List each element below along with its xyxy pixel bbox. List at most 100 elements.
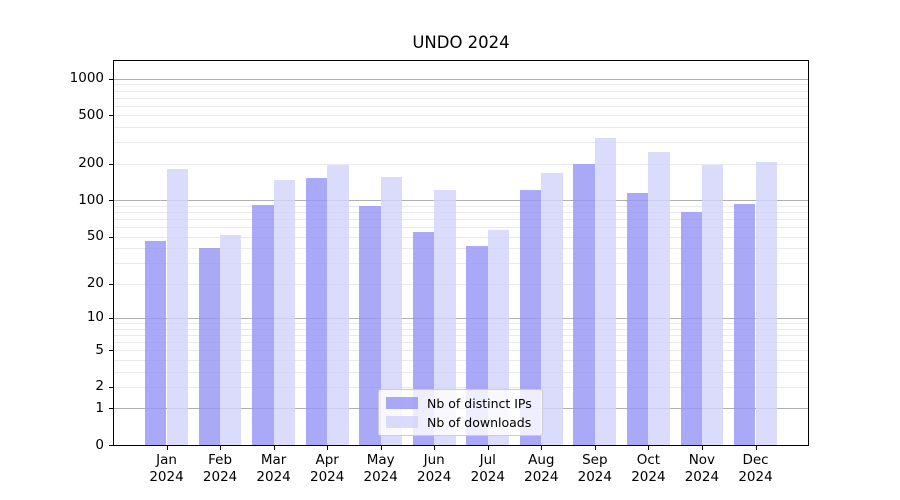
x-tick-label: May 2024 bbox=[363, 452, 398, 485]
bar-may-downloads bbox=[380, 176, 403, 445]
gridline-minor bbox=[114, 359, 808, 361]
gridline-minor bbox=[114, 236, 808, 238]
gridline-minor bbox=[114, 127, 808, 129]
y-tick bbox=[109, 445, 113, 446]
y-tick bbox=[109, 200, 113, 202]
y-tick-label: 20 bbox=[86, 275, 104, 292]
x-tick-label: Feb 2024 bbox=[202, 452, 238, 485]
gridline-minor bbox=[114, 219, 808, 220]
x-tick bbox=[220, 446, 222, 450]
x-tick-label: Jul 2024 bbox=[470, 452, 505, 485]
gridline-minor bbox=[114, 90, 808, 92]
y-tick-label: 1000 bbox=[69, 70, 104, 87]
x-tick-label: Mar 2024 bbox=[256, 452, 291, 485]
y-tick-label: 1 bbox=[95, 399, 104, 416]
gridline-minor bbox=[114, 283, 808, 285]
y-tick-label: 100 bbox=[78, 191, 104, 208]
y-tick bbox=[109, 163, 113, 165]
x-tick-label: Oct 2024 bbox=[631, 452, 666, 485]
y-tick-label: 0 bbox=[95, 436, 104, 453]
legend-label-downloads: Nb of downloads bbox=[427, 414, 532, 430]
y-tick bbox=[109, 78, 113, 80]
x-tick-label: Aug 2024 bbox=[524, 452, 559, 485]
gridline-minor bbox=[114, 105, 808, 107]
x-tick-label: Apr 2024 bbox=[310, 452, 345, 485]
x-tick-label: Dec 2024 bbox=[738, 452, 773, 485]
x-tick bbox=[273, 446, 275, 450]
bar-aug-distinct-ips bbox=[519, 190, 542, 445]
bar-jun-downloads bbox=[434, 189, 456, 445]
bar-oct-downloads bbox=[648, 152, 670, 445]
y-tick bbox=[109, 408, 113, 410]
x-tick bbox=[434, 446, 436, 450]
bar-nov-distinct-ips bbox=[680, 212, 702, 445]
y-tick-label: 2 bbox=[95, 378, 104, 395]
bar-nov-downloads bbox=[701, 164, 724, 445]
gridline-minor bbox=[114, 334, 808, 336]
x-tick bbox=[594, 446, 596, 450]
gridline-minor bbox=[114, 248, 808, 250]
gridline-minor bbox=[114, 115, 808, 117]
chart-title: UNDO 2024 bbox=[412, 33, 510, 52]
bar-mar-downloads bbox=[273, 179, 295, 445]
legend-label-ips: Nb of distinct IPs bbox=[427, 395, 532, 411]
y-tick-label: 500 bbox=[78, 106, 104, 123]
gridline-minor bbox=[114, 163, 808, 165]
gridline-minor bbox=[114, 227, 808, 228]
x-tick-label: Nov 2024 bbox=[684, 452, 720, 485]
gridline-minor bbox=[114, 262, 808, 264]
gridline-minor bbox=[114, 322, 808, 324]
legend: Nb of distinct IPs Nb of downloads bbox=[378, 389, 543, 436]
bar-sep-distinct-ips bbox=[573, 164, 595, 445]
x-tick-label: Sep 2024 bbox=[577, 452, 612, 485]
gridline-minor bbox=[114, 205, 808, 207]
x-tick bbox=[701, 446, 703, 450]
gridline-major bbox=[114, 317, 808, 319]
bar-sep-downloads bbox=[594, 137, 617, 445]
y-tick bbox=[109, 386, 113, 388]
gridline-minor bbox=[114, 341, 808, 343]
bar-feb-distinct-ips bbox=[198, 248, 221, 445]
gridline-minor bbox=[114, 386, 808, 388]
y-tick bbox=[109, 350, 113, 351]
x-tick bbox=[327, 446, 329, 450]
x-tick bbox=[487, 446, 489, 450]
x-tick bbox=[166, 446, 168, 450]
legend-swatch-ips bbox=[386, 397, 418, 409]
bar-mar-distinct-ips bbox=[252, 204, 274, 445]
legend-swatch-downloads bbox=[386, 416, 418, 428]
gridline-minor bbox=[114, 97, 808, 99]
bar-dec-distinct-ips bbox=[734, 203, 756, 445]
y-tick bbox=[109, 236, 113, 238]
gridline-major bbox=[114, 200, 808, 202]
y-tick bbox=[109, 317, 113, 319]
y-tick bbox=[109, 283, 113, 285]
gridline-minor bbox=[114, 84, 808, 86]
bar-jan-downloads bbox=[166, 168, 188, 445]
legend-row-ips: Nb of distinct IPs bbox=[386, 396, 535, 411]
x-tick bbox=[648, 446, 650, 450]
bar-feb-downloads bbox=[220, 234, 242, 445]
bar-oct-distinct-ips bbox=[627, 193, 649, 445]
gridline-minor bbox=[114, 142, 808, 144]
bar-apr-downloads bbox=[327, 164, 349, 445]
gridline-minor bbox=[114, 328, 808, 330]
legend-row-downloads: Nb of downloads bbox=[386, 415, 535, 430]
y-tick-label: 10 bbox=[86, 309, 104, 326]
bar-apr-distinct-ips bbox=[305, 178, 328, 445]
gridline-minor bbox=[114, 212, 808, 213]
bar-aug-downloads bbox=[541, 173, 563, 445]
x-tick bbox=[380, 446, 382, 450]
y-tick-label: 5 bbox=[95, 341, 104, 358]
y-tick-label: 50 bbox=[86, 228, 104, 244]
gridline-major bbox=[114, 78, 808, 80]
x-tick bbox=[755, 446, 757, 450]
bar-jan-distinct-ips bbox=[145, 240, 167, 445]
x-tick bbox=[541, 446, 543, 450]
x-tick-label: Jun 2024 bbox=[417, 452, 452, 485]
gridline-minor bbox=[114, 371, 808, 373]
bar-may-distinct-ips bbox=[359, 205, 381, 445]
bar-dec-downloads bbox=[755, 161, 777, 445]
